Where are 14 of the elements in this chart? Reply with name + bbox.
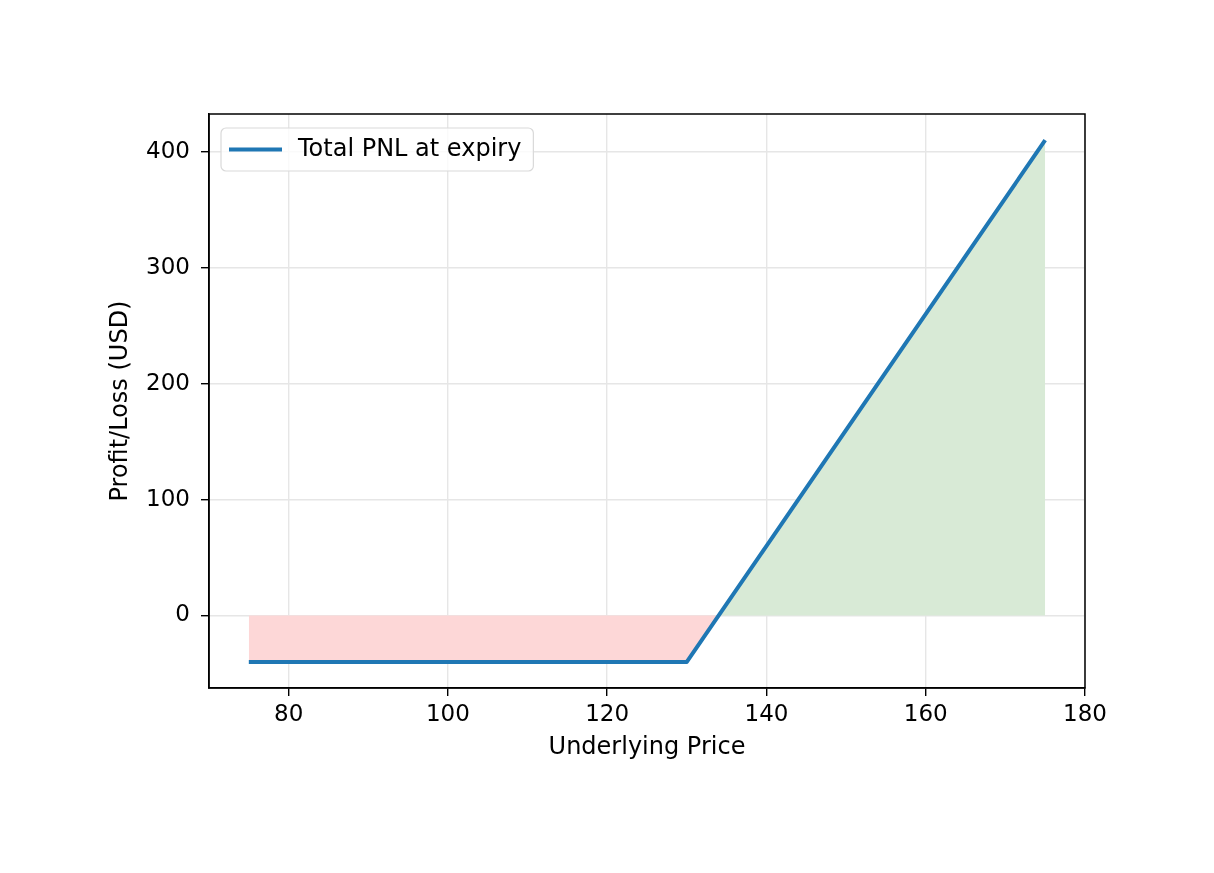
x-tick-label: 80 (274, 699, 304, 726)
y-tick-label: 0 (175, 600, 190, 627)
y-axis-title: Profit/Loss (USD) (104, 300, 133, 502)
legend-label: Total PNL at expiry (297, 133, 522, 162)
x-tick-label: 160 (903, 699, 948, 726)
x-tick-label: 140 (744, 699, 789, 726)
x-tick-label: 100 (425, 699, 470, 726)
y-tick-label: 300 (146, 252, 190, 279)
y-tick-label: 200 (146, 368, 190, 395)
y-tick-label: 400 (146, 136, 190, 163)
x-tick-label: 120 (585, 699, 630, 726)
x-tick-label: 180 (1063, 699, 1107, 726)
y-tick-label: 100 (146, 484, 190, 511)
x-axis-title: Underlying Price (548, 731, 746, 760)
